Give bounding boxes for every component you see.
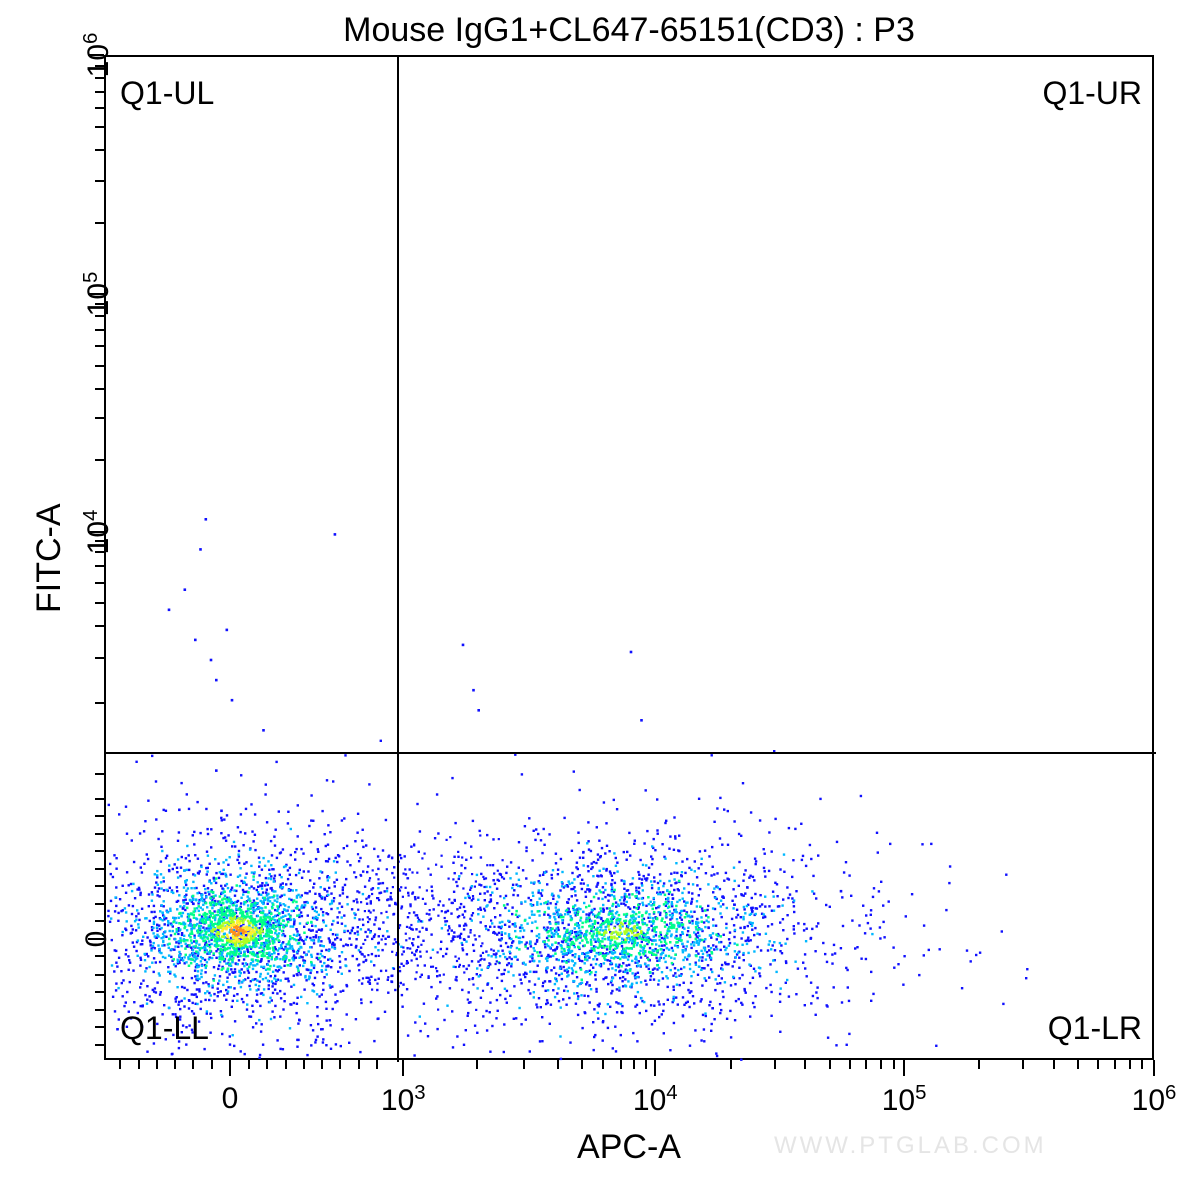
y-tick-label: 104 [80,510,116,555]
watermark: WWW.PTGLAB.COM [774,1132,1047,1160]
x-tick-label: 105 [882,1082,927,1118]
quadrant-label-ur: Q1-UR [1042,75,1142,112]
x-tick-label: 106 [1132,1082,1177,1118]
quadrant-divider-horizontal [106,752,1156,754]
scatter-canvas [106,57,1156,1062]
chart-title: Mouse IgG1+CL647-65151(CD3) : P3 [343,11,915,50]
plot-area: Q1-UL Q1-UR Q1-LL Q1-LR [104,55,1154,1060]
x-axis-label: APC-A [577,1128,681,1167]
quadrant-label-ul: Q1-UL [120,75,214,112]
quadrant-divider-vertical [397,57,399,1062]
x-tick-label: 0 [222,1082,239,1116]
y-tick-label: 0 [80,931,114,948]
x-tick-label: 104 [633,1082,678,1118]
x-tick-label: 103 [381,1082,426,1118]
quadrant-label-ll: Q1-LL [120,1010,209,1047]
y-axis-label: FITC-A [30,503,69,613]
flow-cytometry-scatter-chart: Mouse IgG1+CL647-65151(CD3) : P3 Q1-UL Q… [0,0,1181,1178]
quadrant-label-lr: Q1-LR [1048,1010,1142,1047]
y-tick-label: 106 [80,33,116,78]
y-tick-label: 105 [80,272,116,317]
